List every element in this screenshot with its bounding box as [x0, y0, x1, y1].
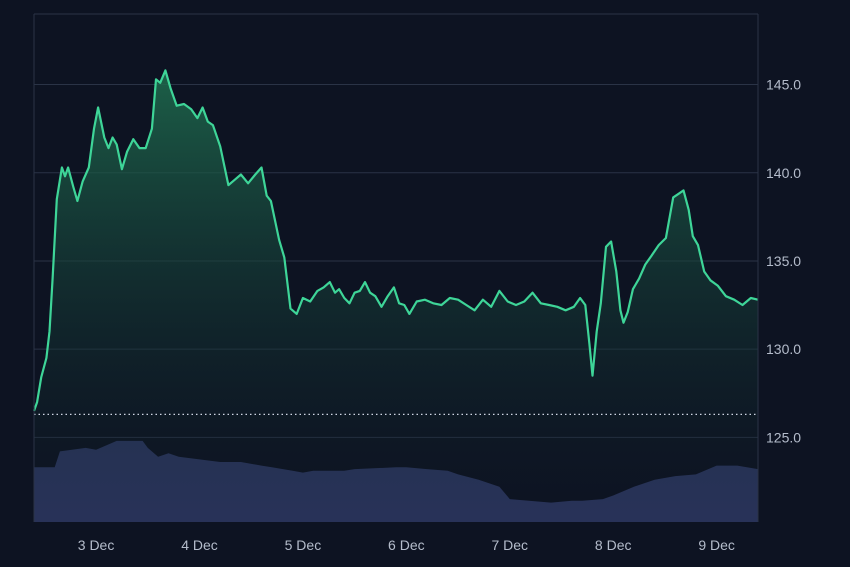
x-tick-label: 4 Dec — [181, 537, 218, 553]
y-tick-label: 125.0 — [766, 429, 801, 445]
x-tick-label: 3 Dec — [78, 537, 115, 553]
y-tick-label: 135.0 — [766, 253, 801, 269]
x-tick-label: 7 Dec — [491, 537, 528, 553]
x-tick-label: 9 Dec — [698, 537, 735, 553]
x-tick-label: 5 Dec — [285, 537, 322, 553]
plot-frame — [33, 13, 759, 522]
x-tick-label: 8 Dec — [595, 537, 632, 553]
price-line — [32, 69, 759, 412]
y-tick-label: 130.0 — [766, 341, 801, 357]
y-tick-label: 140.0 — [766, 165, 801, 181]
x-tick-label: 6 Dec — [388, 537, 425, 553]
x-axis-ticks: 3 Dec 4 Dec 5 Dec 6 Dec 7 Dec 8 Dec 9 Dec — [78, 537, 735, 553]
y-tick-label: 145.0 — [766, 77, 801, 93]
price-line-group — [32, 69, 759, 412]
y-axis-ticks: 125.0 130.0 135.0 140.0 145.0 — [766, 77, 801, 446]
